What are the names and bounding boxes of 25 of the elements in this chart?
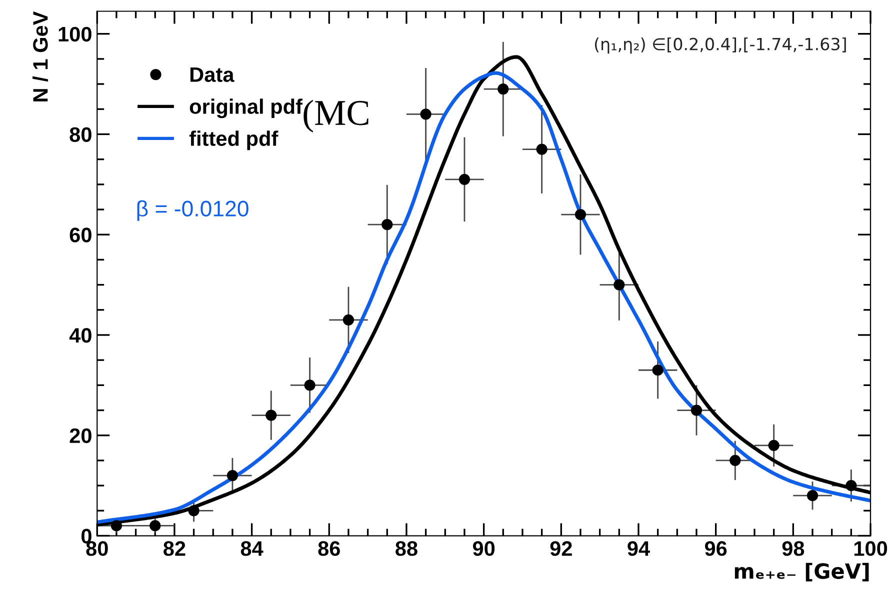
x-tick-label: 82	[164, 541, 186, 556]
annotation: β = -0.0120	[137, 200, 248, 221]
x-tick-label: 90	[472, 541, 495, 556]
x-tick-label: 96	[704, 541, 727, 556]
legend-label: original pdf	[190, 98, 303, 118]
y-tick-label: 60	[70, 228, 92, 242]
y-tick-label: 0	[81, 528, 92, 544]
x-tick-label: 84	[240, 541, 264, 556]
x-tick-label: 88	[396, 541, 418, 556]
annotation: (η₁,η₂) ∈[0.2,0.4],[-1.74,-1.63]	[594, 37, 846, 54]
x-tick-label: 80	[86, 541, 108, 556]
y-axis-title: N / 1 GeV	[32, 11, 48, 102]
legend-label: Data	[190, 67, 234, 82]
x-tick-label: 98	[782, 541, 804, 556]
x-axis-title: mₑ₊ₑ₋ [GeV]	[734, 562, 869, 582]
y-tick-label: 20	[70, 428, 92, 444]
y-tick-label: 80	[70, 127, 92, 142]
y-tick-label: 40	[69, 328, 92, 343]
annotation: (MC	[304, 100, 368, 133]
x-tick-label: 86	[318, 541, 340, 556]
y-tick-label: 100	[58, 26, 92, 42]
x-tick-label: 100	[854, 541, 888, 556]
x-tick-label: 94	[628, 541, 650, 556]
legend-label: fitted pdf	[189, 130, 278, 150]
x-tick-label: 92	[550, 541, 572, 556]
